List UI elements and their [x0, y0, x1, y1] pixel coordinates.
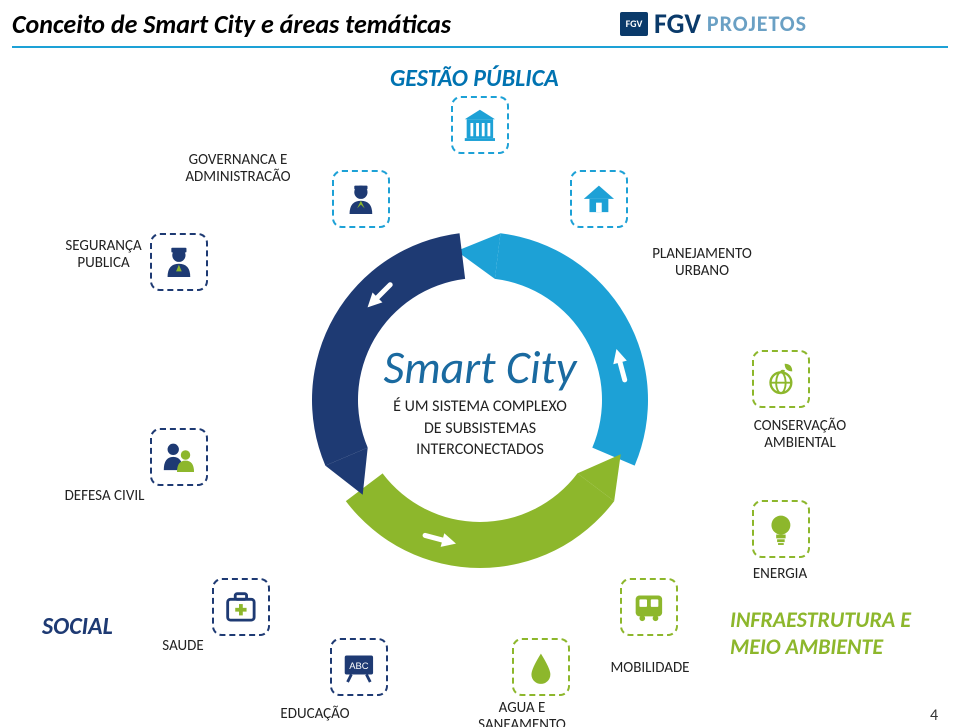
globe-leaf-icon — [762, 360, 800, 398]
saude-label: SAUDE — [153, 638, 213, 655]
mobilidade-label: MOBILIDADE — [600, 660, 700, 677]
people-icon — [160, 438, 198, 476]
center-line2: DE SUBSISTEMAS — [330, 418, 630, 440]
mobilidade-icon-box — [620, 578, 678, 636]
page-number: 4 — [930, 706, 938, 725]
blackboard-icon: ABC — [340, 648, 378, 686]
center-title: Smart City — [330, 340, 630, 396]
educacao-icon-box: ABC — [330, 638, 388, 696]
medkit-icon — [222, 588, 260, 626]
slide-root: Conceito de Smart City e áreas temáticas… — [0, 0, 960, 727]
lightbulb-icon — [762, 510, 800, 548]
defesa-icon-box — [150, 428, 208, 486]
agua-label: AGUA ESANEAMENTO — [462, 700, 582, 727]
gestao-icon-box — [451, 96, 509, 154]
svg-text:ABC: ABC — [349, 661, 369, 672]
bus-icon — [630, 588, 668, 626]
building-icon — [461, 106, 499, 144]
conservacao-icon-box — [752, 350, 810, 408]
governanca-label: GOVERNANCA E ADMINISTRACÃO — [138, 152, 338, 187]
seguranca-icon-box — [150, 233, 208, 291]
house-icon — [580, 180, 618, 218]
saude-icon-box — [212, 578, 270, 636]
center-line3: INTERCONECTADOS — [330, 439, 630, 461]
governanca-icon-box — [332, 170, 390, 228]
energia-label: ENERGIA — [740, 566, 820, 583]
seguranca-label: SEGURANÇAPUBLICA — [56, 238, 151, 273]
educacao-label: EDUCAÇÃO — [270, 706, 360, 723]
defesa-label: DEFESA CIVIL — [62, 488, 147, 505]
police-icon — [160, 243, 198, 281]
officer-icon — [342, 180, 380, 218]
conservacao-label: CONSERVAÇÃOAMBIENTAL — [740, 418, 860, 453]
water-drop-icon — [522, 648, 560, 686]
center-line1: É UM SISTEMA COMPLEXO — [330, 396, 630, 418]
agua-icon-box — [512, 638, 570, 696]
planejamento-icon-box — [570, 170, 628, 228]
energia-icon-box — [752, 500, 810, 558]
center-text: Smart City É UM SISTEMA COMPLEXO DE SUBS… — [330, 340, 630, 461]
planejamento-label: PLANEJAMENTOURBANO — [632, 246, 772, 281]
